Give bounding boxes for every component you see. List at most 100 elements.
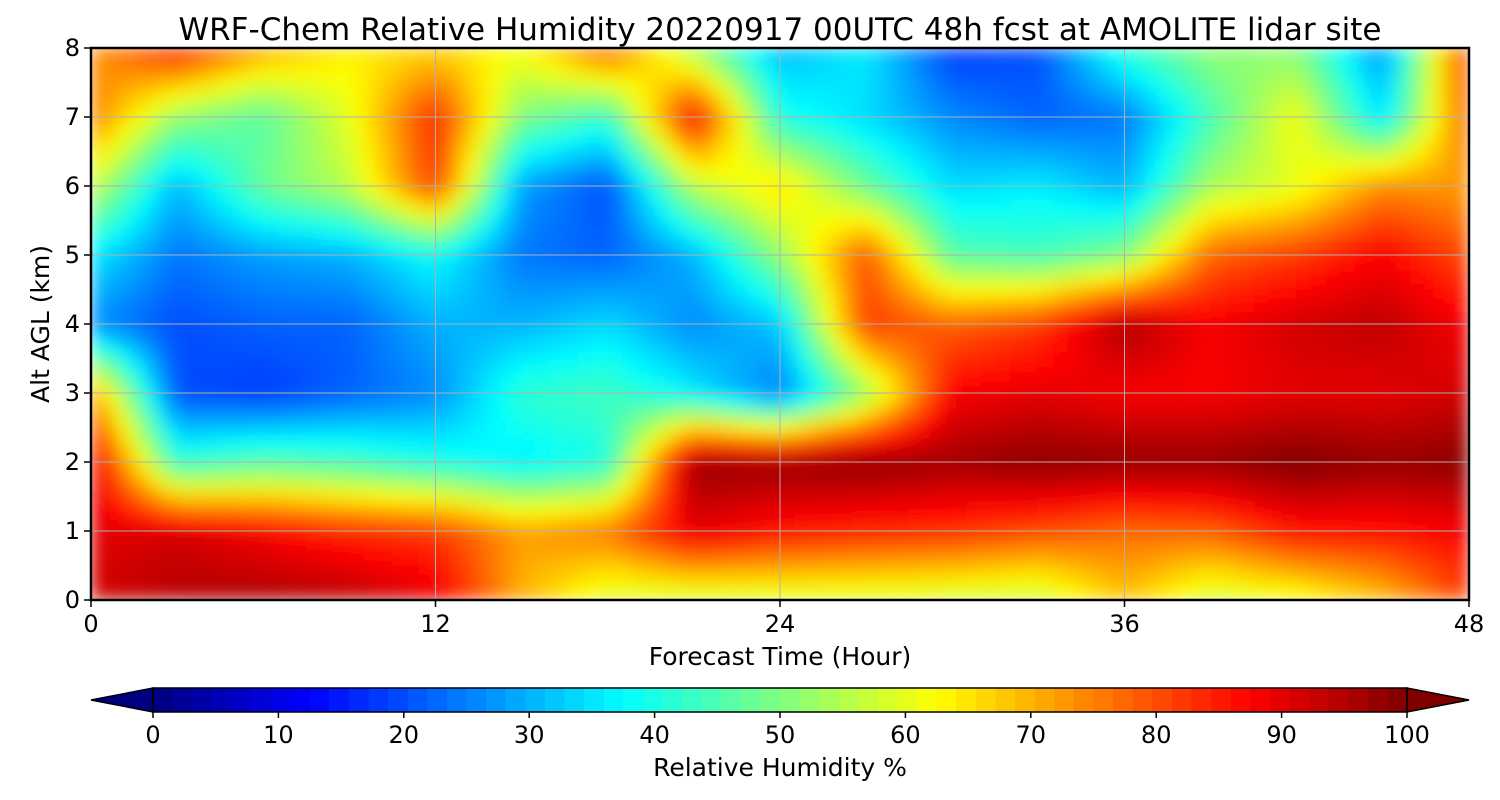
heatmap-cell	[1253, 282, 1269, 297]
heatmap-cell	[1181, 351, 1197, 366]
colorbar-segment	[760, 688, 781, 712]
heatmap-cell	[966, 61, 982, 77]
heatmap-cell	[549, 489, 566, 504]
heatmap-cell	[980, 254, 996, 270]
heatmap-cell	[650, 433, 666, 449]
heatmap-cell	[994, 433, 1011, 449]
heatmap-cell	[894, 309, 910, 325]
heatmap-cell	[1152, 102, 1169, 118]
heatmap-cell	[1009, 406, 1025, 422]
heatmap-cell	[1009, 571, 1025, 587]
heatmap-cell	[320, 461, 336, 477]
heatmap-cell	[1109, 392, 1125, 408]
heatmap-cell	[564, 323, 580, 339]
heatmap-cell	[722, 530, 738, 546]
heatmap-cell	[779, 530, 795, 546]
heatmap-cell	[894, 282, 910, 297]
heatmap-cell	[980, 309, 996, 325]
colorbar-segment	[1054, 688, 1075, 712]
heatmap-cell	[1253, 475, 1269, 491]
heatmap-cell	[291, 571, 307, 587]
heatmap-cell	[363, 489, 379, 504]
heatmap-cell	[836, 102, 853, 118]
heatmap-cell	[765, 130, 781, 146]
heatmap-cell	[1368, 571, 1384, 587]
heatmap-cell	[1066, 254, 1082, 270]
heatmap-cell	[162, 295, 178, 311]
heatmap-cell	[808, 102, 824, 118]
heatmap-cell	[363, 88, 379, 104]
heatmap-cell	[234, 144, 250, 159]
heatmap-cell	[607, 88, 623, 104]
heatmap-cell	[693, 48, 709, 63]
heatmap-cell	[908, 392, 925, 408]
heatmap-cell	[406, 75, 422, 90]
heatmap-cell	[1425, 226, 1441, 242]
heatmap-cell	[119, 461, 135, 477]
heatmap-cell	[1095, 420, 1111, 435]
heatmap-cell	[1167, 475, 1183, 491]
heatmap-cell	[994, 475, 1011, 491]
heatmap-cell	[693, 130, 709, 146]
heatmap-cell	[133, 364, 149, 380]
heatmap-cell	[1181, 88, 1197, 104]
heatmap-cell	[951, 337, 968, 353]
heatmap-cell	[836, 282, 853, 297]
heatmap-cell	[865, 116, 881, 132]
heatmap-cell	[334, 130, 350, 146]
heatmap-cell	[1267, 75, 1283, 90]
heatmap-cell	[190, 558, 207, 573]
heatmap-cell	[535, 240, 551, 256]
heatmap-cell	[879, 420, 896, 435]
heatmap-cell	[750, 378, 767, 394]
heatmap-cell	[621, 268, 637, 284]
heatmap-cell	[664, 420, 681, 435]
heatmap-cell	[291, 558, 307, 573]
heatmap-cell	[205, 254, 221, 270]
heatmap-cell	[966, 88, 982, 104]
heatmap-cell	[1124, 102, 1140, 118]
heatmap-cell	[334, 295, 350, 311]
heatmap-cell	[176, 433, 192, 449]
heatmap-cell	[449, 282, 465, 297]
heatmap-cell	[1238, 530, 1255, 546]
heatmap-cell	[635, 475, 652, 491]
heatmap-cell	[1267, 61, 1283, 77]
heatmap-cell	[420, 364, 436, 380]
heatmap-cell	[1253, 420, 1269, 435]
heatmap-cell	[908, 157, 925, 173]
heatmap-cell	[951, 75, 968, 90]
heatmap-cell	[147, 475, 164, 491]
heatmap-cell	[104, 102, 121, 118]
heatmap-cell	[664, 337, 681, 353]
heatmap-cell	[320, 295, 336, 311]
heatmap-cell	[248, 406, 264, 422]
heatmap-cell	[1281, 295, 1298, 311]
heatmap-cell	[1439, 544, 1456, 560]
heatmap-cell	[1210, 309, 1226, 325]
heatmap-cell	[664, 475, 681, 491]
heatmap-cell	[851, 406, 867, 422]
heatmap-cell	[1167, 61, 1183, 77]
heatmap-cell	[1210, 530, 1226, 546]
heatmap-cell	[449, 392, 465, 408]
heatmap-cell	[722, 502, 738, 518]
heatmap-cell	[305, 406, 322, 422]
heatmap-cell	[549, 116, 566, 132]
heatmap-cell	[779, 48, 795, 63]
heatmap-cell	[1439, 102, 1456, 118]
heatmap-cell	[1167, 420, 1183, 435]
heatmap-cell	[334, 585, 350, 600]
heatmap-cell	[133, 116, 149, 132]
heatmap-cell	[277, 102, 293, 118]
heatmap-cell	[406, 558, 422, 573]
heatmap-cell	[1009, 530, 1025, 546]
heatmap-cell	[923, 268, 939, 284]
heatmap-cell	[736, 323, 752, 339]
heatmap-cell	[1454, 48, 1469, 63]
heatmap-cell	[1066, 102, 1082, 118]
heatmap-cell	[391, 116, 408, 132]
heatmap-cell	[190, 530, 207, 546]
heatmap-cell	[119, 558, 135, 573]
heatmap-cell	[1195, 61, 1212, 77]
